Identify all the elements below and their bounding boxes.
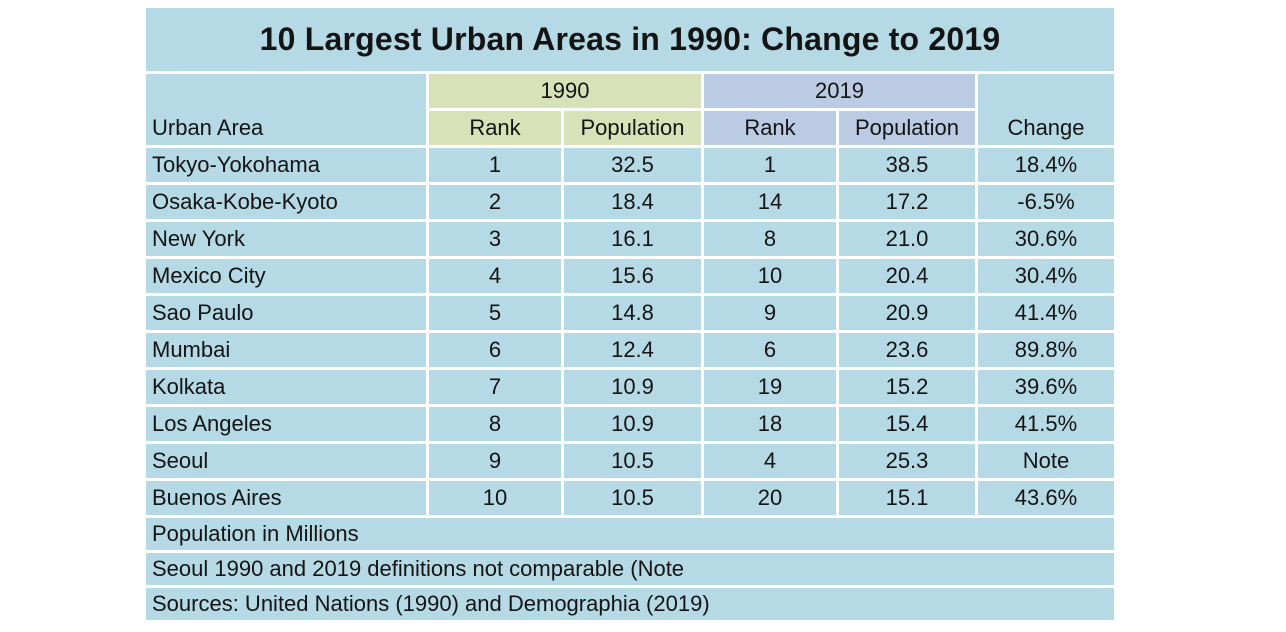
cell-rank-2019: 10 [704,259,836,293]
cell-urban-area: Los Angeles [146,407,426,441]
cell-urban-area: Mexico City [146,259,426,293]
cell-change: 43.6% [978,481,1114,515]
cell-rank-2019: 4 [704,444,836,478]
cell-rank-2019: 6 [704,333,836,367]
cell-rank-2019: 20 [704,481,836,515]
footnote-seoul-note: Seoul 1990 and 2019 definitions not comp… [146,553,1114,585]
cell-rank-1990: 7 [429,370,561,404]
cell-change: 30.6% [978,222,1114,256]
cell-population-1990: 18.4 [564,185,701,219]
cell-population-2019: 15.1 [839,481,975,515]
cell-change: 39.6% [978,370,1114,404]
cell-population-2019: 21.0 [839,222,975,256]
cell-population-1990: 12.4 [564,333,701,367]
cell-population-1990: 16.1 [564,222,701,256]
cell-population-2019: 15.2 [839,370,975,404]
cell-change: -6.5% [978,185,1114,219]
cell-population-1990: 10.5 [564,444,701,478]
cell-rank-1990: 8 [429,407,561,441]
cell-population-2019: 20.9 [839,296,975,330]
group-header-1990: 1990 [429,74,701,108]
cell-population-1990: 10.9 [564,370,701,404]
cell-population-2019: 38.5 [839,148,975,182]
column-header-change: Change [978,74,1114,145]
cell-urban-area: Mumbai [146,333,426,367]
cell-urban-area: Sao Paulo [146,296,426,330]
column-header-rank-1990: Rank [429,111,561,145]
cell-population-2019: 15.4 [839,407,975,441]
cell-rank-2019: 9 [704,296,836,330]
column-header-rank-2019: Rank [704,111,836,145]
cell-population-2019: 20.4 [839,259,975,293]
cell-population-1990: 32.5 [564,148,701,182]
cell-change: 30.4% [978,259,1114,293]
footnote-population-units: Population in Millions [146,518,1114,550]
cell-rank-1990: 10 [429,481,561,515]
cell-rank-2019: 8 [704,222,836,256]
column-header-urban-area: Urban Area [146,74,426,145]
cell-change: 89.8% [978,333,1114,367]
footnote-sources: Sources: United Nations (1990) and Demog… [146,588,1114,620]
cell-urban-area: Osaka-Kobe-Kyoto [146,185,426,219]
cell-rank-1990: 1 [429,148,561,182]
column-header-population-1990: Population [564,111,701,145]
cell-urban-area: Kolkata [146,370,426,404]
cell-population-1990: 15.6 [564,259,701,293]
cell-change: 41.5% [978,407,1114,441]
cell-rank-1990: 6 [429,333,561,367]
cell-urban-area: Buenos Aires [146,481,426,515]
cell-change: 18.4% [978,148,1114,182]
cell-rank-1990: 4 [429,259,561,293]
cell-urban-area: New York [146,222,426,256]
cell-urban-area: Seoul [146,444,426,478]
cell-rank-1990: 2 [429,185,561,219]
cell-rank-2019: 1 [704,148,836,182]
cell-rank-1990: 3 [429,222,561,256]
cell-change: Note [978,444,1114,478]
group-header-2019: 2019 [704,74,975,108]
cell-population-2019: 17.2 [839,185,975,219]
cell-urban-area: Tokyo-Yokohama [146,148,426,182]
cell-population-2019: 25.3 [839,444,975,478]
cell-rank-2019: 19 [704,370,836,404]
table-title: 10 Largest Urban Areas in 1990: Change t… [146,8,1114,71]
cell-rank-2019: 14 [704,185,836,219]
cell-rank-2019: 18 [704,407,836,441]
cell-rank-1990: 5 [429,296,561,330]
cell-population-2019: 23.6 [839,333,975,367]
cell-change: 41.4% [978,296,1114,330]
cell-population-1990: 10.9 [564,407,701,441]
cell-rank-1990: 9 [429,444,561,478]
column-header-population-2019: Population [839,111,975,145]
cell-population-1990: 10.5 [564,481,701,515]
urban-areas-table: 10 Largest Urban Areas in 1990: Change t… [146,8,1114,620]
cell-population-1990: 14.8 [564,296,701,330]
